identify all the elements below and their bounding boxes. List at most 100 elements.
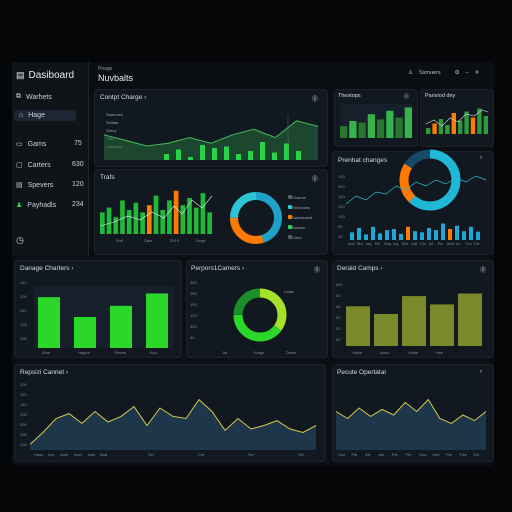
- x-tick-label: Sel: [148, 452, 154, 457]
- bar: [200, 145, 205, 160]
- sidebar-count: 630: [72, 161, 84, 168]
- sidebar-item-label: Carters: [27, 161, 51, 169]
- bar: [451, 113, 456, 134]
- perpors-legend: Lorks: [284, 289, 294, 294]
- legend-item: Cmrs: [288, 235, 302, 240]
- y-tick-label: 100: [338, 174, 345, 179]
- x-tick-label: Pal: [446, 452, 452, 457]
- sidebar-item-hage[interactable]: ⌂ Hage: [14, 110, 76, 121]
- info-icon[interactable]: ⓪: [404, 94, 410, 100]
- sidebar-item-label: Warhets: [26, 93, 52, 101]
- x-tick-label: Cal: [411, 241, 418, 246]
- y-tick-label: 30: [190, 335, 195, 340]
- y-tick-label: 100: [20, 382, 27, 387]
- sidebar-title-label: Dasiboard: [28, 70, 75, 81]
- card-title: Contpt Charge ›: [100, 94, 147, 101]
- info-icon[interactable]: ⓪: [312, 177, 319, 183]
- sidebar-item-payhadls[interactable]: ♟ Payhadls: [16, 201, 56, 210]
- bar: [420, 232, 424, 240]
- x-axis-label: Date: [144, 238, 153, 243]
- bar: [476, 231, 480, 240]
- bar: [386, 110, 394, 138]
- x-tick-label: Icr: [456, 241, 461, 246]
- user-name: Ssmuers: [418, 70, 441, 76]
- legend-item: Redcolors: [288, 205, 310, 210]
- y-tick-label: 10: [338, 234, 343, 239]
- page-title: Nuvbalts: [98, 73, 134, 83]
- x-tick-label: Ahm: [42, 350, 51, 355]
- bar: [406, 226, 410, 240]
- area-fill: [30, 399, 316, 450]
- chevron-right-icon[interactable]: ›: [480, 369, 482, 375]
- y-tick-label: 540: [336, 282, 343, 287]
- bar: [200, 193, 206, 234]
- bar: [188, 157, 193, 160]
- donut-segment: [399, 149, 461, 211]
- x-tick-label: Ede: [432, 452, 440, 457]
- y-tick-label: 20: [336, 315, 341, 320]
- bar: [284, 143, 289, 160]
- user-menu[interactable]: ♙ Ssmuers ⚙ – ✕: [408, 70, 479, 76]
- bar: [207, 212, 212, 234]
- info-icon[interactable]: ⓪: [312, 97, 319, 103]
- x-tick-label: Hagoe: [78, 350, 90, 355]
- x-tick-label: Icg: [393, 241, 399, 246]
- x-tick-label: Fzr: [474, 241, 480, 246]
- x-tick-label: Flee: [459, 452, 468, 457]
- sidebar-item-warhets[interactable]: ⧉ Warhets: [16, 93, 52, 101]
- sidebar-item-gams[interactable]: ▭ Gams: [16, 140, 46, 149]
- bar: [296, 151, 301, 160]
- close-icon[interactable]: ✕: [474, 70, 480, 76]
- x-tick-label: Pfe: [405, 452, 412, 457]
- bar: [248, 151, 253, 160]
- x-tick-label: Ffe: [351, 452, 358, 457]
- sidebar-item-spevers[interactable]: ▤ Spevers: [16, 181, 53, 190]
- donut-segment: [233, 288, 287, 342]
- y-tick-label: 140: [20, 280, 27, 285]
- perpors-donut-chart: [233, 288, 287, 342]
- bar: [427, 227, 431, 240]
- settings-button[interactable]: ◷: [16, 235, 24, 246]
- x-tick-label: Hee: [436, 350, 444, 355]
- card-title: Derald Camps ›: [337, 265, 383, 272]
- sidebar-item-carters[interactable]: ▢ Carters: [16, 161, 51, 170]
- chevron-right-icon[interactable]: ›: [480, 155, 482, 161]
- x-tick-label: Ale: [365, 452, 371, 457]
- minimize-icon[interactable]: –: [465, 70, 469, 76]
- x-tick-label: Ool: [473, 452, 480, 457]
- y-tick-label: 300: [190, 280, 197, 285]
- x-tick-label: Ime: [348, 241, 355, 246]
- x-tick-label: Ru: [438, 241, 444, 246]
- bar: [402, 296, 426, 346]
- bar: [224, 146, 229, 160]
- legend-item: Samunes: [106, 112, 123, 117]
- settings-icon[interactable]: ⚙: [454, 70, 460, 76]
- tag-icon: ⌂: [19, 112, 24, 119]
- bar: [113, 217, 119, 234]
- y-tick-label: 200: [20, 412, 27, 417]
- series-line: [103, 120, 319, 147]
- y-tick-label: 100: [20, 432, 27, 437]
- bar: [367, 114, 375, 138]
- x-tick-label: Soa: [384, 241, 392, 246]
- bar: [448, 229, 452, 240]
- bar: [212, 148, 217, 160]
- area-fill: [336, 399, 486, 450]
- info-icon[interactable]: ⓪: [480, 268, 487, 274]
- bar: [260, 142, 265, 160]
- bar: [272, 152, 277, 160]
- x-tick-label: Cee: [338, 452, 346, 457]
- card-title: Panviod dey: [425, 93, 456, 99]
- x-tick-label: Auht: [60, 452, 69, 457]
- series-line: [335, 398, 487, 424]
- y-tick-label: 100: [20, 294, 27, 299]
- perpors-card: [186, 260, 328, 358]
- bar: [438, 119, 444, 134]
- legend-item: Soltiae: [106, 120, 119, 125]
- header-subtitle: Pirage: [98, 66, 113, 72]
- sidebar: [12, 62, 89, 256]
- donut-segment: [230, 192, 282, 244]
- panvoid-chart: [425, 108, 489, 134]
- info-icon[interactable]: ⓪: [314, 268, 321, 274]
- y-tick-label: 250: [190, 291, 197, 296]
